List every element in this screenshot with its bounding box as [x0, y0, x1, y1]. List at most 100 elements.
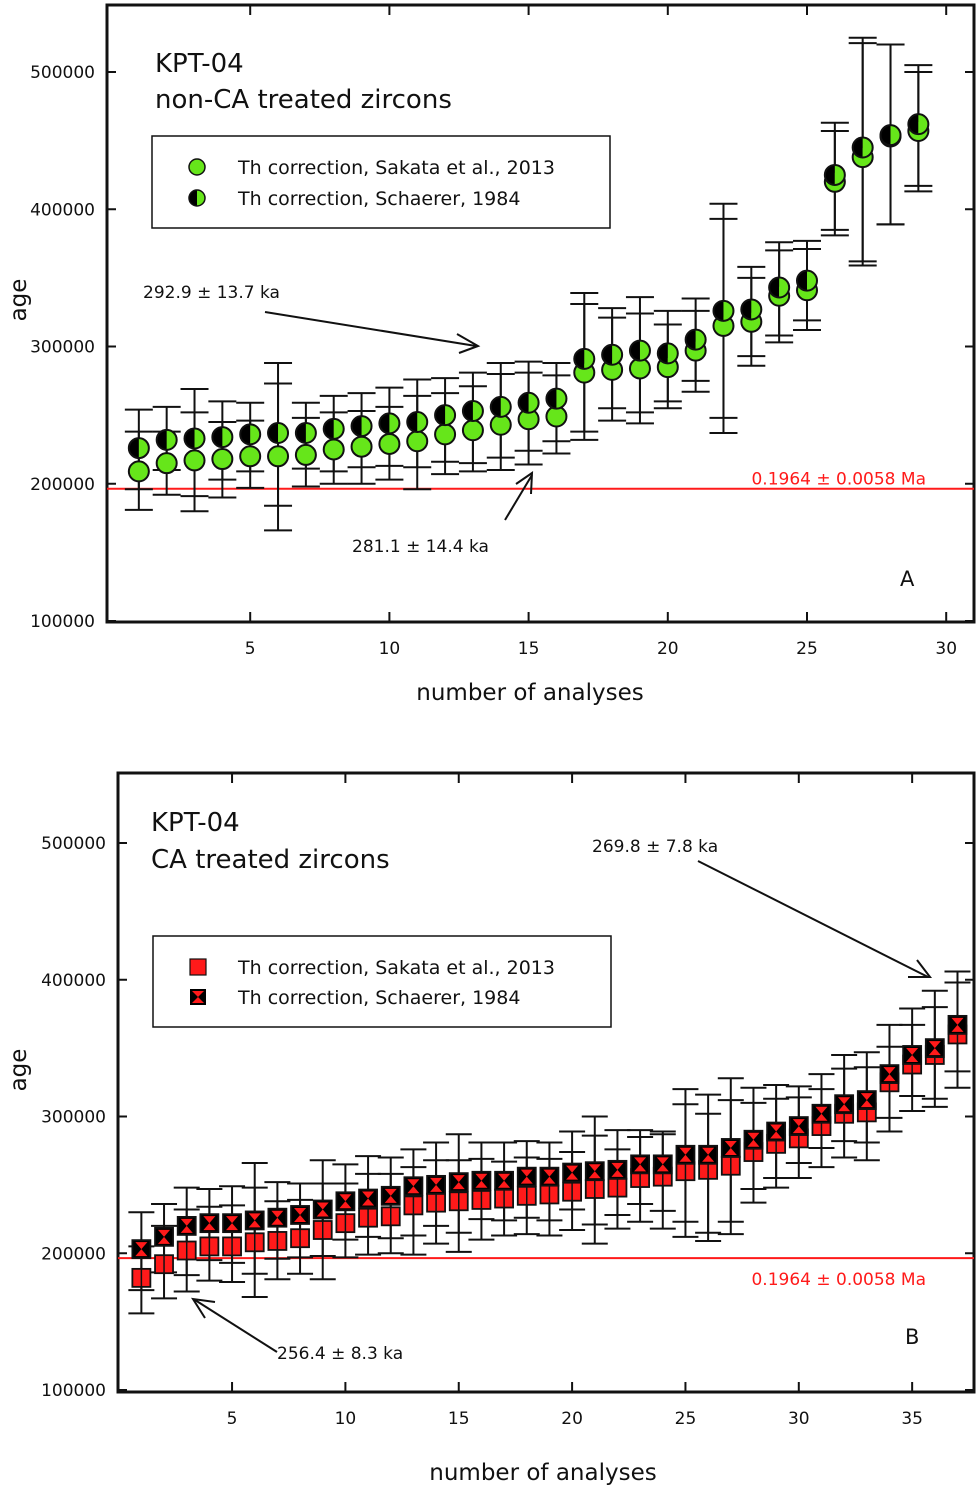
x-tick-label: 15 — [448, 1409, 470, 1429]
marker-half-green — [250, 424, 261, 445]
marker-half-black — [574, 348, 585, 369]
marker-outline — [628, 339, 651, 362]
marker-half-green — [278, 422, 289, 443]
marker-triangle-up — [815, 1113, 828, 1121]
marker-half-black — [741, 299, 752, 320]
marker-half-black — [212, 427, 223, 448]
data-point-schaerer — [448, 1172, 469, 1193]
data-point-sakata — [461, 419, 484, 442]
marker-triangle-down — [883, 1067, 896, 1075]
marker-triangle-up — [792, 1126, 805, 1134]
data-point-schaerer — [740, 298, 763, 321]
marker-triangle-up — [770, 1131, 783, 1139]
data-point-schaerer — [406, 410, 429, 433]
data-point-sakata — [155, 452, 178, 475]
data-point-schaerer — [312, 1199, 333, 1220]
marker-half-black — [323, 418, 334, 439]
data-point-schaerer — [155, 428, 178, 451]
marker-triangle-up — [452, 1182, 465, 1190]
data-point-schaerer — [403, 1176, 424, 1197]
marker-outline — [294, 421, 317, 444]
data-point-schaerer — [562, 1162, 582, 1183]
x-tick-label: 35 — [901, 1409, 923, 1429]
marker-outline — [434, 404, 457, 427]
data-point-schaerer — [788, 1116, 809, 1136]
data-point-schaerer — [907, 113, 930, 136]
marker-outline — [601, 343, 624, 366]
data-point-sakata — [222, 1236, 242, 1257]
marker-triangle-down — [407, 1179, 420, 1187]
marker-triangle-down — [770, 1124, 783, 1132]
panel-letter-a: A — [900, 567, 915, 591]
data-point-schaerer — [378, 412, 401, 435]
legend-marker-green-circle — [188, 158, 206, 176]
marker-triangle-up — [475, 1180, 488, 1188]
data-point-sakata — [539, 1184, 560, 1205]
marker-triangle-down — [339, 1194, 352, 1202]
marker-outline — [796, 269, 818, 292]
marker-outline — [740, 298, 763, 321]
annotation-arrow-a-0 — [264, 311, 477, 347]
marker-outline — [350, 415, 373, 438]
marker-triangle-up — [384, 1195, 397, 1203]
marker-outline — [517, 391, 540, 414]
annotation-arrow-b-0 — [697, 860, 929, 978]
marker-triangle-up — [248, 1220, 261, 1228]
data-point-schaerer — [176, 1216, 197, 1236]
marker-half-green — [807, 270, 818, 291]
marker-half-green — [890, 125, 901, 146]
marker-outline — [768, 276, 791, 299]
marker-half-black — [908, 114, 919, 135]
marker-outline — [322, 417, 345, 440]
marker-triangle-down — [815, 1106, 828, 1114]
marker-outline — [406, 410, 429, 433]
annotation-label-a-1: 281.1 ± 14.4 ka — [352, 537, 489, 557]
marker-outline — [573, 347, 596, 370]
marker-half-black — [435, 405, 446, 426]
marker-half-black — [546, 388, 557, 409]
marker-triangle-up — [634, 1164, 647, 1172]
marker-half-black — [407, 411, 418, 432]
data-point-schaerer — [322, 417, 345, 440]
marker-triangle-up — [951, 1024, 964, 1032]
data-point-sakata — [312, 1220, 333, 1240]
marker-half-black — [713, 300, 724, 321]
marker-triangle-down — [928, 1041, 941, 1049]
data-point-sakata — [406, 430, 429, 453]
marker-outline — [545, 387, 568, 410]
marker-triangle-up — [611, 1169, 624, 1177]
data-point-schaerer — [267, 421, 290, 444]
data-point-schaerer — [656, 342, 679, 365]
marker-triangle-down — [611, 1162, 624, 1170]
data-point-schaerer — [766, 1121, 787, 1142]
marker-triangle-down — [248, 1213, 261, 1221]
legend-label-b-0: Th correction, Sakata et al., 2013 — [237, 957, 555, 979]
legend-box-b — [152, 935, 612, 1028]
annotation-a-1: 281.1 ± 14.4 ka — [352, 471, 534, 557]
legend-label-a-1: Th correction, Schaerer, 1984 — [237, 188, 520, 210]
marker-triangle-up — [498, 1180, 511, 1188]
marker-half-black — [379, 413, 390, 434]
reference-line-a: 0.1964 ± 0.0058 Ma — [107, 470, 974, 490]
data-point-schaerer — [834, 1094, 855, 1115]
marker-triangle-down — [724, 1140, 737, 1148]
marker-half-black — [824, 164, 835, 185]
data-point-schaerer — [607, 1159, 628, 1180]
marker-half-green — [500, 396, 511, 417]
data-point-schaerer — [222, 1213, 242, 1234]
data-point-schaerer — [545, 387, 568, 410]
marker-half-green — [333, 418, 344, 439]
marker-half-green — [556, 388, 567, 409]
data-point-schaerer — [183, 427, 206, 450]
marker-half-black — [602, 344, 613, 365]
x-axis-title-a: number of analyses — [416, 680, 643, 706]
data-point-sakata — [607, 1177, 628, 1198]
marker-triangle-down — [362, 1191, 375, 1199]
marker-outline — [712, 299, 735, 322]
legend-box-a — [151, 135, 611, 229]
marker-triangle-down — [271, 1210, 284, 1218]
x-axis-ticks-a: 5 10 15 20 25 30 — [245, 5, 957, 659]
marker-outline — [656, 342, 679, 365]
marker-half-green — [779, 277, 790, 298]
marker-triangle-up — [656, 1164, 669, 1172]
